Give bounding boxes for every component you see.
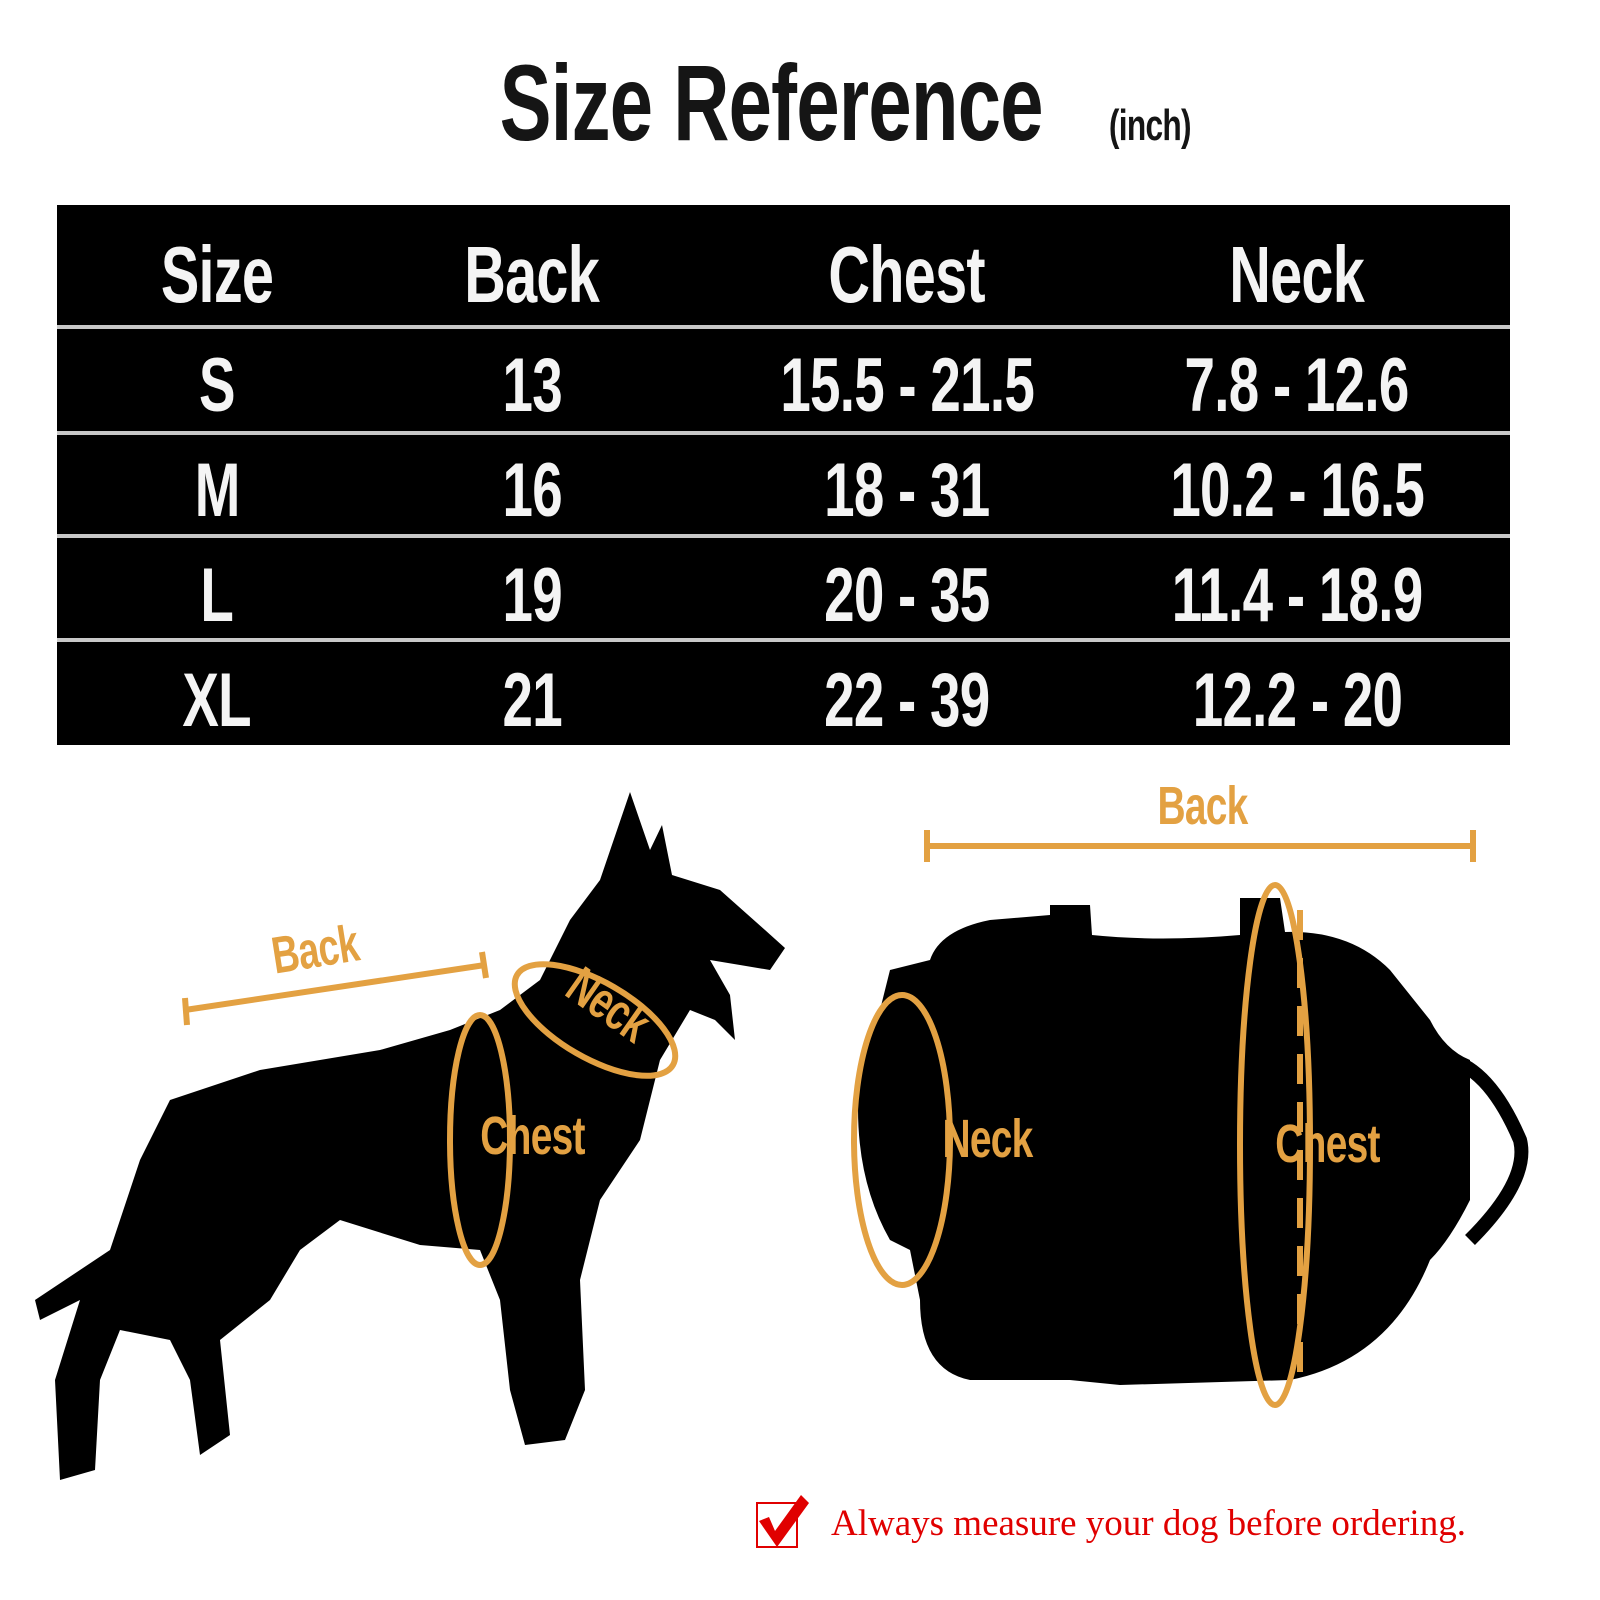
cell-neck: 10.2 - 16.5 (1170, 447, 1424, 533)
divider (57, 431, 1510, 435)
dog-back-measure-line (184, 962, 486, 1013)
harness-back-label: Back (1157, 776, 1249, 836)
table-row: L 19 20 - 35 11.4 - 18.9 (57, 550, 1510, 640)
dog-silhouette (35, 792, 785, 1480)
table-header: Size Back Chest Neck (57, 230, 1510, 320)
header-back: Back (464, 230, 601, 319)
title-unit: (inch) (1108, 101, 1191, 150)
divider (57, 325, 1510, 329)
dog-silhouette-illustration (35, 792, 785, 1480)
cell-back: 21 (502, 657, 562, 743)
title-main: Size Reference (499, 42, 1043, 163)
cell-chest: 22 - 39 (824, 657, 990, 743)
harness-illustration (851, 830, 1529, 1408)
back-line-end (479, 951, 489, 979)
harness-neck-measure-ring (851, 992, 953, 1288)
page-title: Size Reference (inch) (0, 40, 1600, 165)
checkbox-checked-icon (756, 1495, 809, 1548)
cell-back: 13 (502, 342, 562, 428)
note-text: Always measure your dog before ordering. (831, 1502, 1466, 1544)
harness-handle (1447, 1053, 1529, 1245)
size-table: Size Back Chest Neck S 13 15.5 - 21.5 7.… (57, 205, 1510, 745)
dog-chest-label: Chest (480, 1106, 585, 1166)
dog-chest-measure-ring (447, 1012, 513, 1268)
back-line-end (182, 997, 190, 1026)
measure-note: Always measure your dog before ordering. (755, 1495, 1466, 1551)
dog-neck-measure-ring (511, 961, 679, 1079)
cell-neck: 12.2 - 20 (1192, 657, 1402, 743)
harness-body (858, 898, 1470, 1385)
harness-chest-label: Chest (1275, 1114, 1380, 1174)
divider (57, 638, 1510, 642)
cell-size: S (199, 342, 236, 428)
header-neck: Neck (1229, 230, 1366, 319)
harness-chest-measure-ring (1237, 882, 1313, 1408)
cell-neck: 11.4 - 18.9 (1171, 552, 1423, 638)
cell-chest: 15.5 - 21.5 (780, 342, 1034, 428)
cell-chest: 20 - 35 (824, 552, 990, 638)
table-row: S 13 15.5 - 21.5 7.8 - 12.6 (57, 340, 1510, 430)
table-row: M 16 18 - 31 10.2 - 16.5 (57, 445, 1510, 535)
cell-back: 16 (502, 447, 562, 533)
table-row: XL 21 22 - 39 12.2 - 20 (57, 655, 1510, 745)
header-size: Size (160, 230, 274, 319)
harness-neck-label: Neck (942, 1109, 1034, 1169)
divider (57, 534, 1510, 538)
header-chest: Chest (828, 230, 986, 319)
cell-neck: 7.8 - 12.6 (1184, 342, 1410, 428)
cell-size: M (194, 447, 241, 533)
cell-back: 19 (502, 552, 562, 638)
cell-chest: 18 - 31 (824, 447, 990, 533)
cell-size: L (200, 552, 234, 638)
cell-size: XL (182, 657, 252, 743)
